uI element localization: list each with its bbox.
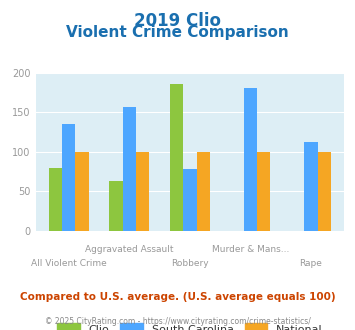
Bar: [109, 181, 123, 231]
Text: Rape: Rape: [300, 259, 322, 268]
Text: Aggravated Assault: Aggravated Assault: [85, 245, 174, 254]
Bar: [257, 152, 271, 231]
Bar: [318, 152, 331, 231]
Bar: [170, 84, 183, 231]
Text: 2019 Clio: 2019 Clio: [134, 12, 221, 30]
Text: All Violent Crime: All Violent Crime: [31, 259, 107, 268]
Bar: [244, 88, 257, 231]
Text: Violent Crime Comparison: Violent Crime Comparison: [66, 25, 289, 40]
Bar: [197, 152, 210, 231]
Text: © 2025 CityRating.com - https://www.cityrating.com/crime-statistics/: © 2025 CityRating.com - https://www.city…: [45, 317, 310, 326]
Bar: [76, 152, 89, 231]
Bar: [62, 124, 76, 231]
Bar: [136, 152, 149, 231]
Bar: [304, 142, 318, 231]
Bar: [123, 107, 136, 231]
Text: Robbery: Robbery: [171, 259, 209, 268]
Text: Compared to U.S. average. (U.S. average equals 100): Compared to U.S. average. (U.S. average …: [20, 292, 335, 302]
Text: Murder & Mans...: Murder & Mans...: [212, 245, 289, 254]
Bar: [49, 168, 62, 231]
Bar: [183, 169, 197, 231]
Legend: Clio, South Carolina, National: Clio, South Carolina, National: [53, 319, 327, 330]
